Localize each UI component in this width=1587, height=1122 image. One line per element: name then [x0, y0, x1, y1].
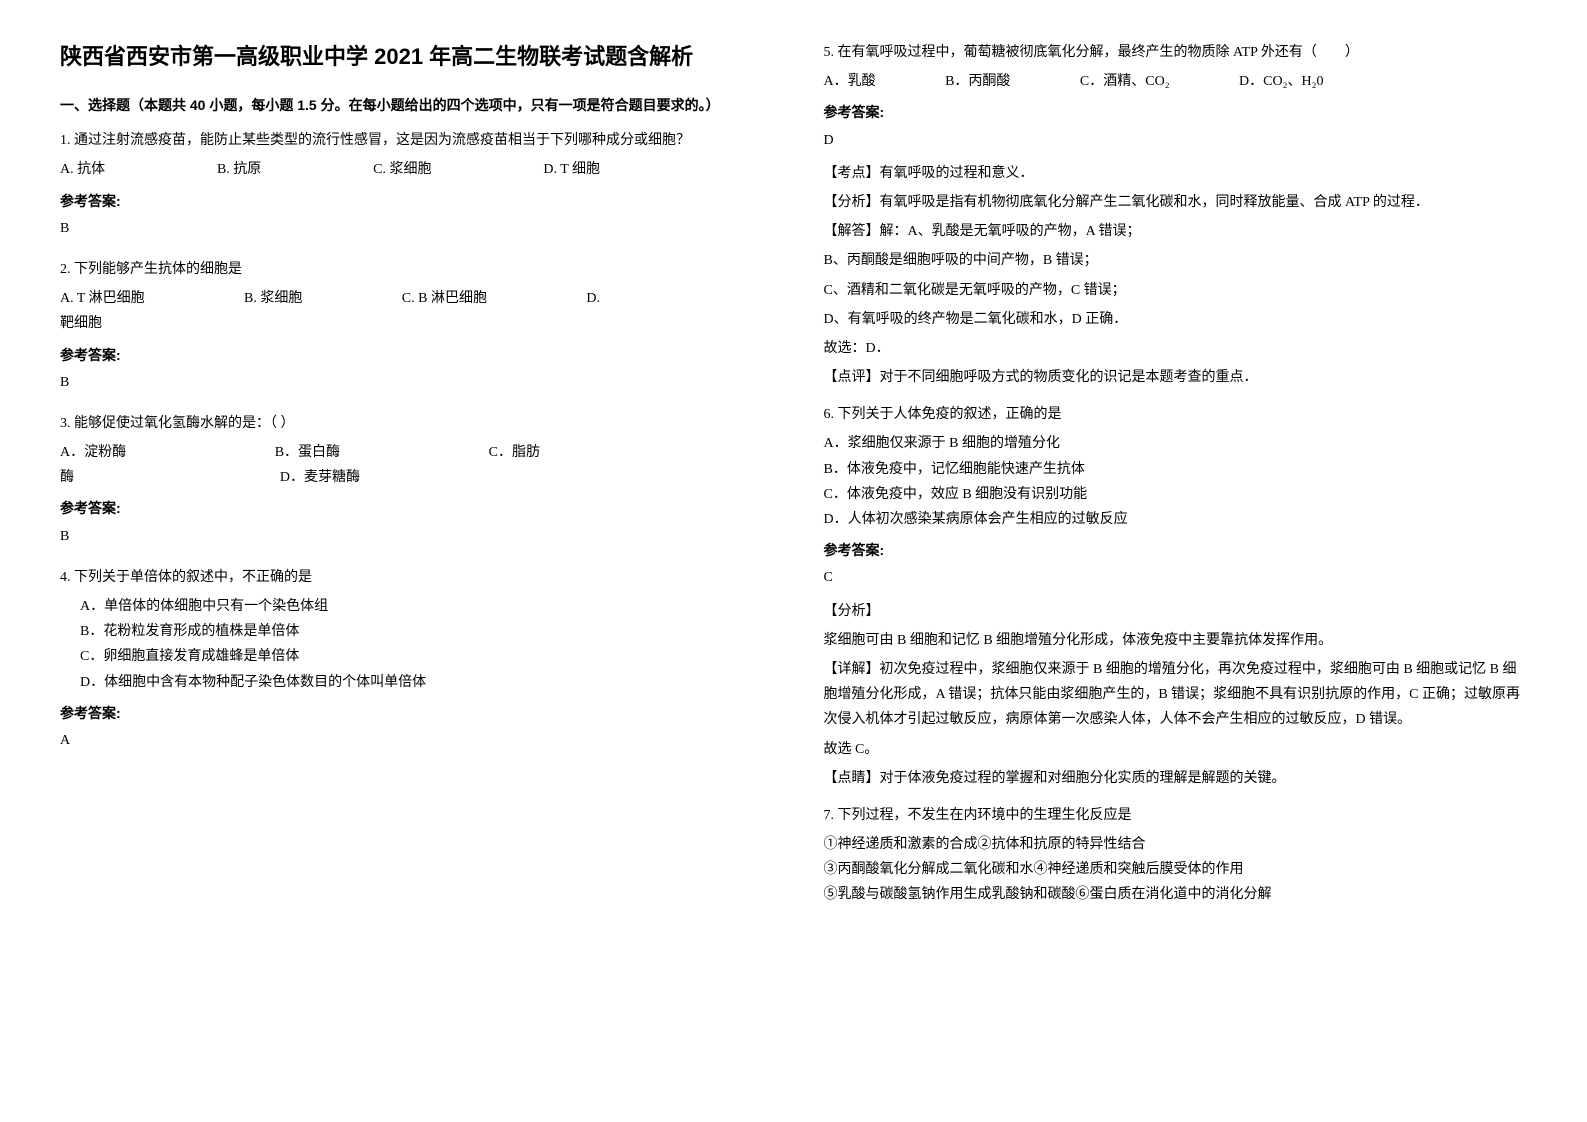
option-a: A. 抗体 [60, 157, 105, 182]
left-column: 陕西省西安市第一高级职业中学 2021 年高二生物联考试题含解析 一、选择题（本… [60, 40, 764, 1082]
option-b: B．丙酮酸 [945, 69, 1010, 94]
option-a: A. T 淋巴细胞 [60, 286, 145, 311]
option-d: D. [586, 286, 600, 311]
question-text: 5. 在有氧呼吸过程中，葡萄糖被彻底氧化分解，最终产生的物质除 ATP 外还有（… [824, 40, 1528, 65]
document-title: 陕西省西安市第一高级职业中学 2021 年高二生物联考试题含解析 [60, 40, 764, 73]
exam-point: 【考点】有氧呼吸的过程和意义． [824, 161, 1528, 186]
answer-label: 参考答案: [60, 496, 764, 521]
option-c: C．酒精、CO₂ [1080, 69, 1170, 94]
option-b: B. 浆细胞 [244, 286, 302, 311]
question-text: 2. 下列能够产生抗体的细胞是 [60, 257, 764, 282]
options-row: A．淀粉酶 B．蛋白酶 C．脂肪 [60, 440, 540, 465]
options-row: A. 抗体 B. 抗原 C. 浆细胞 D. T 细胞 [60, 157, 600, 182]
question-5: 5. 在有氧呼吸过程中，葡萄糖被彻底氧化分解，最终产生的物质除 ATP 外还有（… [824, 40, 1528, 394]
option-c: C．体液免疫中，效应 B 细胞没有识别功能 [824, 482, 1528, 507]
option-d-continuation: 靶细胞 [60, 311, 764, 336]
answer-label: 参考答案: [824, 100, 1528, 125]
q7-line2: ③丙酮酸氧化分解成二氧化碳和水④神经递质和突触后膜受体的作用 [824, 857, 1528, 882]
options-row: A．乳酸 B．丙酮酸 C．酒精、CO₂ D．CO₂、H₂0 [824, 69, 1324, 94]
answer-label: 参考答案: [60, 701, 764, 726]
option-d: D．麦芽糖酶 [280, 465, 360, 490]
question-2: 2. 下列能够产生抗体的细胞是 A. T 淋巴细胞 B. 浆细胞 C. B 淋巴… [60, 257, 764, 403]
option-b: B．花粉粒发育形成的植株是单倍体 [80, 619, 764, 644]
solve-c: C、酒精和二氧化碳是无氧呼吸的产物，C 错误； [824, 278, 1528, 303]
analysis: 【分析】有氧呼吸是指有机物彻底氧化分解产生二氧化碳和水，同时释放能量、合成 AT… [824, 190, 1528, 215]
option-d: D．CO₂、H₂0 [1239, 69, 1323, 94]
answer-value: D [824, 128, 1528, 153]
option-a: A．浆细胞仅来源于 B 细胞的增殖分化 [824, 431, 1528, 456]
question-text: 6. 下列关于人体免疫的叙述，正确的是 [824, 402, 1528, 427]
option-a: A．淀粉酶 [60, 440, 126, 465]
answer-label: 参考答案: [824, 538, 1528, 563]
question-text: 3. 能够促使过氧化氢酶水解的是：（ ） [60, 411, 764, 436]
comment: 【点睛】对于体液免疫过程的掌握和对细胞分化实质的理解是解题的关键。 [824, 766, 1528, 791]
question-4: 4. 下列关于单倍体的叙述中，不正确的是 A．单倍体的体细胞中只有一个染色体组 … [60, 565, 764, 761]
q7-line3: ⑤乳酸与碳酸氢钠作用生成乳酸钠和碳酸⑥蛋白质在消化道中的消化分解 [824, 882, 1528, 907]
page-container: 陕西省西安市第一高级职业中学 2021 年高二生物联考试题含解析 一、选择题（本… [60, 40, 1527, 1082]
option-c: C. B 淋巴细胞 [402, 286, 487, 311]
solve-b: B、丙酮酸是细胞呼吸的中间产物，B 错误； [824, 248, 1528, 273]
options-row-2: 酶 D．麦芽糖酶 [60, 465, 360, 490]
solve-a: 【解答】解：A、乳酸是无氧呼吸的产物，A 错误； [824, 219, 1528, 244]
right-column: 5. 在有氧呼吸过程中，葡萄糖被彻底氧化分解，最终产生的物质除 ATP 外还有（… [824, 40, 1528, 1082]
option-b: B．体液免疫中，记忆细胞能快速产生抗体 [824, 457, 1528, 482]
comment: 【点评】对于不同细胞呼吸方式的物质变化的识记是本题考查的重点． [824, 365, 1528, 390]
option-d: D．体细胞中含有本物种配子染色体数目的个体叫单倍体 [80, 670, 764, 695]
answer-value: A [60, 728, 764, 753]
option-c: C. 浆细胞 [373, 157, 431, 182]
option-a: A．乳酸 [824, 69, 876, 94]
option-d: D. T 细胞 [543, 157, 600, 182]
answer-value: B [60, 524, 764, 549]
option-d: D．人体初次感染某病原体会产生相应的过敏反应 [824, 507, 1528, 532]
option-c: C．卵细胞直接发育成雄蜂是单倍体 [80, 644, 764, 669]
conclusion: 故选 C。 [824, 737, 1528, 762]
section-header: 一、选择题（本题共 40 小题，每小题 1.5 分。在每小题给出的四个选项中，只… [60, 93, 764, 118]
option-c: C．脂肪 [489, 440, 540, 465]
detail: 【详解】初次免疫过程中，浆细胞仅来源于 B 细胞的增殖分化，再次免疫过程中，浆细… [824, 657, 1528, 733]
question-text: 1. 通过注射流感疫苗，能防止某些类型的流行性感冒，这是因为流感疫苗相当于下列哪… [60, 128, 764, 153]
option-b: B．蛋白酶 [275, 440, 340, 465]
question-1: 1. 通过注射流感疫苗，能防止某些类型的流行性感冒，这是因为流感疫苗相当于下列哪… [60, 128, 764, 249]
option-a: A．单倍体的体细胞中只有一个染色体组 [80, 594, 764, 619]
option-b: B. 抗原 [217, 157, 261, 182]
options-row: A. T 淋巴细胞 B. 浆细胞 C. B 淋巴细胞 D. [60, 286, 600, 311]
analysis-text: 浆细胞可由 B 细胞和记忆 B 细胞增殖分化形成，体液免疫中主要靠抗体发挥作用。 [824, 628, 1528, 653]
question-3: 3. 能够促使过氧化氢酶水解的是：（ ） A．淀粉酶 B．蛋白酶 C．脂肪 酶 … [60, 411, 764, 557]
option-c-continuation: 酶 [60, 465, 74, 490]
q7-line1: ①神经递质和激素的合成②抗体和抗原的特异性结合 [824, 832, 1528, 857]
answer-value: C [824, 565, 1528, 590]
question-text: 7. 下列过程，不发生在内环境中的生理生化反应是 [824, 803, 1528, 828]
answer-value: B [60, 370, 764, 395]
conclusion: 故选：D． [824, 336, 1528, 361]
question-text: 4. 下列关于单倍体的叙述中，不正确的是 [60, 565, 764, 590]
question-7: 7. 下列过程，不发生在内环境中的生理生化反应是 ①神经递质和激素的合成②抗体和… [824, 803, 1528, 908]
question-6: 6. 下列关于人体免疫的叙述，正确的是 A．浆细胞仅来源于 B 细胞的增殖分化 … [824, 402, 1528, 795]
answer-label: 参考答案: [60, 189, 764, 214]
answer-value: B [60, 216, 764, 241]
solve-d: D、有氧呼吸的终产物是二氧化碳和水，D 正确． [824, 307, 1528, 332]
analysis-label: 【分析】 [824, 599, 1528, 624]
answer-label: 参考答案: [60, 343, 764, 368]
